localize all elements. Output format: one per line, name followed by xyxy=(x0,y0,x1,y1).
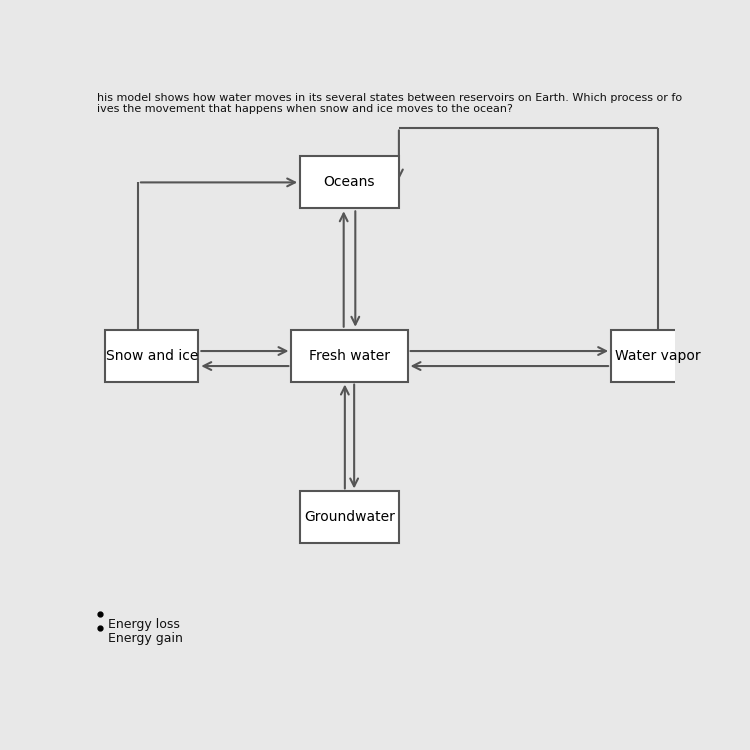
Bar xyxy=(291,330,408,382)
Bar xyxy=(611,330,704,382)
Text: Water vapor: Water vapor xyxy=(615,349,701,363)
Text: his model shows how water moves in its several states between reservoirs on Eart: his model shows how water moves in its s… xyxy=(97,93,682,103)
Text: Groundwater: Groundwater xyxy=(304,510,395,524)
Text: Energy gain: Energy gain xyxy=(108,632,183,645)
Text: Oceans: Oceans xyxy=(324,176,375,190)
Text: Energy loss: Energy loss xyxy=(108,619,180,632)
Text: ives the movement that happens when snow and ice moves to the ocean?: ives the movement that happens when snow… xyxy=(97,104,512,115)
Text: Snow and ice: Snow and ice xyxy=(106,349,198,363)
Bar xyxy=(300,157,399,209)
Bar xyxy=(300,491,399,543)
Text: Fresh water: Fresh water xyxy=(309,349,390,363)
Bar xyxy=(105,330,198,382)
